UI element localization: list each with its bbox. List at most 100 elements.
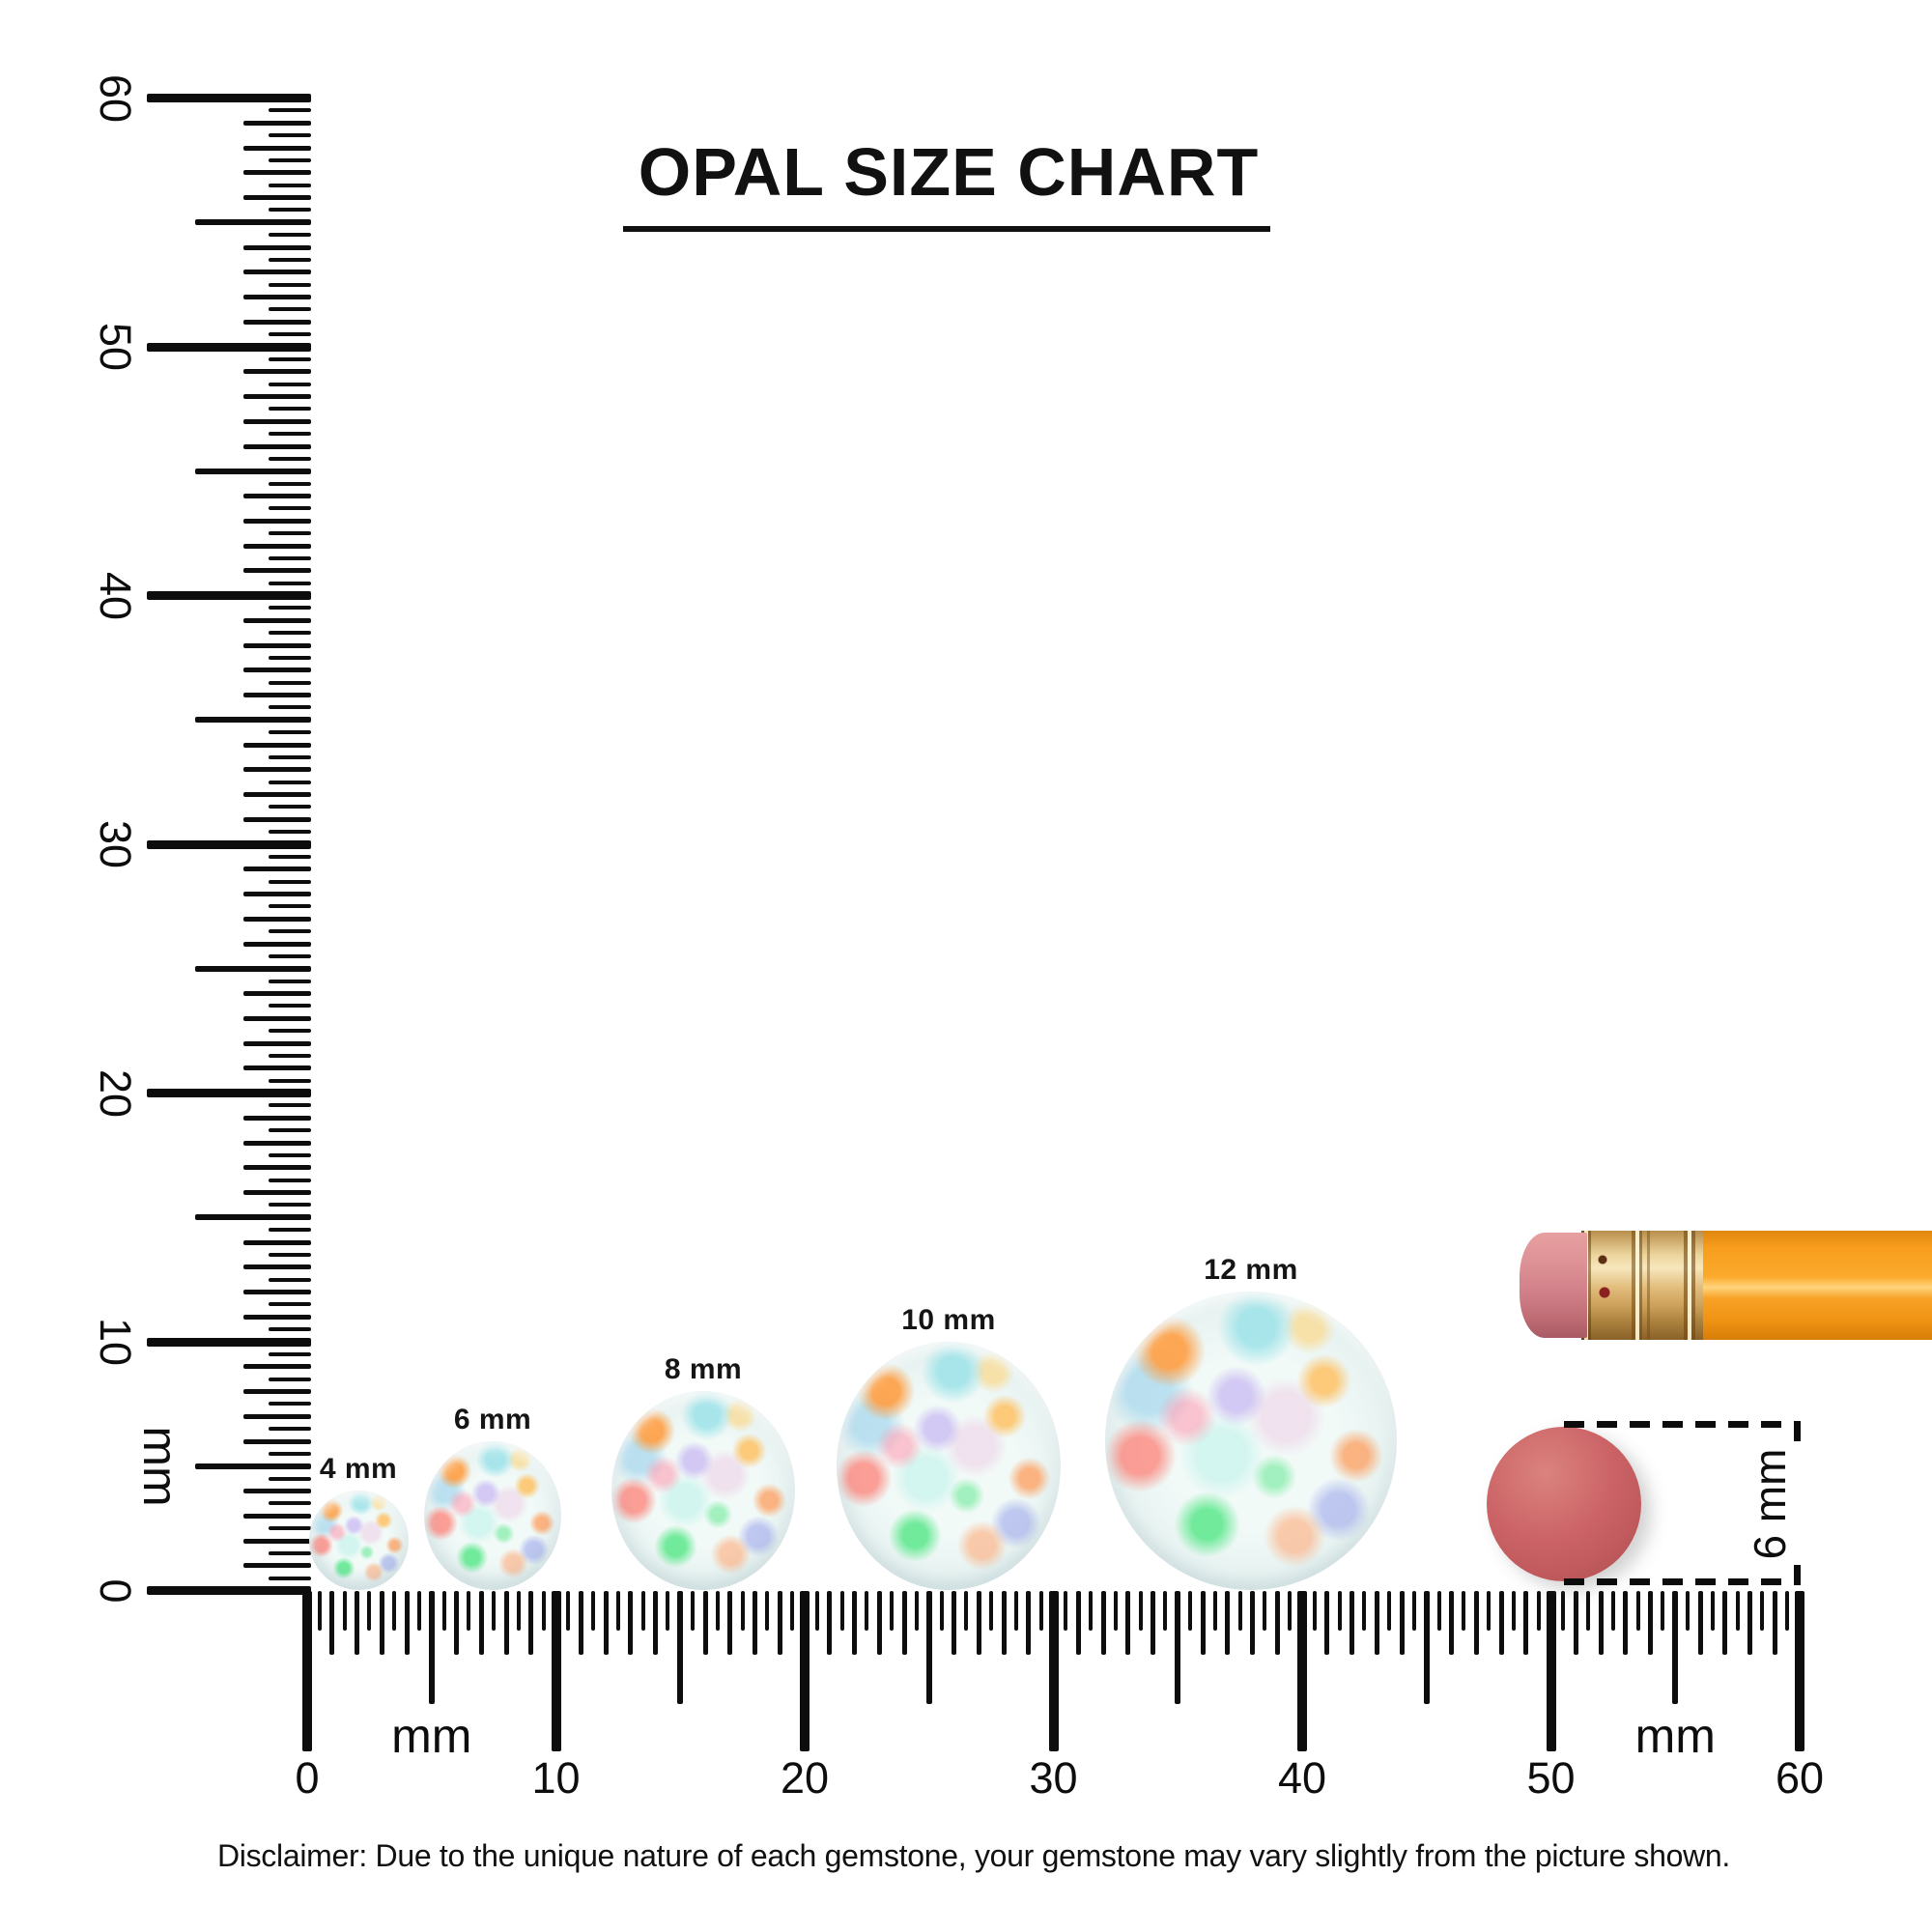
h-minor-tick	[715, 1591, 720, 1631]
h-minor-tick	[1288, 1591, 1293, 1631]
h-minor-tick	[1710, 1591, 1715, 1631]
h-minor-tick	[1250, 1591, 1255, 1655]
v-major-tick	[147, 591, 311, 600]
v-minor-tick	[269, 929, 311, 934]
h-minor-tick	[1722, 1591, 1728, 1655]
h-minor-tick	[640, 1591, 645, 1631]
v-minor-tick	[243, 369, 311, 375]
v-minor-tick	[243, 418, 311, 424]
v-minor-tick	[269, 282, 311, 287]
h-minor-tick	[1212, 1591, 1217, 1631]
v-minor-tick	[243, 1438, 311, 1444]
h-minor-tick	[740, 1591, 745, 1631]
h-minor-tick	[1324, 1591, 1330, 1655]
v-major-tick	[147, 1586, 311, 1595]
h-minor-tick	[653, 1591, 658, 1655]
v-ruler-number: 60	[91, 73, 140, 123]
h-minor-tick	[1735, 1591, 1740, 1631]
v-minor-tick	[269, 1029, 311, 1034]
h-minor-tick	[454, 1591, 459, 1655]
h-minor-tick	[1686, 1591, 1690, 1631]
h-minor-tick	[1523, 1591, 1529, 1655]
h-minor-tick	[1237, 1591, 1242, 1631]
v-minor-tick	[243, 642, 311, 648]
v-minor-tick	[269, 1427, 311, 1432]
h-major-tick	[1048, 1591, 1059, 1751]
disclaimer-text: Disclaimer: Due to the unique nature of …	[216, 1838, 1731, 1873]
h-minor-tick	[428, 1591, 435, 1704]
opal-size-label-12mm: 12 mm	[1204, 1254, 1298, 1286]
opal-gem-6mm	[423, 1440, 562, 1590]
v-minor-tick	[269, 1451, 311, 1456]
v-minor-tick	[243, 617, 311, 623]
h-minor-tick	[404, 1591, 410, 1655]
v-minor-tick	[269, 1526, 311, 1531]
h-ruler-number: 30	[1029, 1753, 1078, 1803]
h-minor-tick	[852, 1591, 857, 1655]
v-minor-tick	[243, 443, 311, 449]
v-minor-tick	[269, 531, 311, 536]
v-minor-tick	[243, 941, 311, 947]
v-minor-tick	[269, 1501, 311, 1506]
v-minor-tick	[269, 382, 311, 386]
h-minor-tick	[492, 1591, 497, 1631]
v-minor-tick	[243, 668, 311, 673]
h-minor-tick	[1473, 1591, 1479, 1655]
v-minor-tick	[269, 979, 311, 983]
h-major-tick	[551, 1591, 561, 1751]
h-minor-tick	[1760, 1591, 1765, 1631]
opal-size-label-10mm: 10 mm	[901, 1303, 996, 1336]
h-minor-tick	[952, 1591, 956, 1655]
v-minor-tick	[269, 133, 311, 138]
h-minor-tick	[925, 1591, 932, 1704]
v-minor-tick	[243, 816, 311, 822]
h-minor-tick	[1772, 1591, 1777, 1655]
v-minor-tick	[269, 1550, 311, 1555]
h-minor-tick	[416, 1591, 421, 1631]
v-major-tick	[147, 94, 311, 102]
v-minor-tick	[269, 1103, 311, 1108]
v-minor-tick	[195, 717, 311, 724]
v-minor-tick	[243, 1264, 311, 1270]
h-minor-tick	[467, 1591, 471, 1631]
v-minor-tick	[243, 742, 311, 748]
v-minor-tick	[269, 854, 311, 859]
dimension-line-top	[1564, 1421, 1801, 1428]
v-major-tick	[147, 342, 311, 352]
v-minor-tick	[269, 555, 311, 560]
h-minor-tick	[777, 1591, 782, 1655]
h-minor-tick	[1598, 1591, 1604, 1655]
v-ruler-number: 50	[91, 322, 140, 372]
h-minor-tick	[1350, 1591, 1354, 1655]
h-minor-tick	[1747, 1591, 1752, 1655]
h-minor-tick	[839, 1591, 844, 1631]
h-minor-tick	[1511, 1591, 1516, 1631]
v-minor-tick	[269, 1078, 311, 1083]
h-minor-tick	[1200, 1591, 1206, 1655]
h-minor-tick	[790, 1591, 795, 1631]
v-minor-tick	[243, 1364, 311, 1370]
v-ruler-number: 30	[91, 819, 140, 869]
v-minor-tick	[243, 1165, 311, 1171]
h-minor-tick	[1387, 1591, 1392, 1631]
h-minor-tick	[1436, 1591, 1441, 1631]
h-minor-tick	[1573, 1591, 1578, 1655]
h-minor-tick	[1001, 1591, 1007, 1655]
h-minor-tick	[1374, 1591, 1379, 1655]
h-minor-tick	[814, 1591, 819, 1631]
v-minor-tick	[269, 332, 311, 337]
v-ruler-number: 20	[91, 1068, 140, 1118]
h-minor-tick	[566, 1591, 571, 1631]
h-ruler-number: 0	[295, 1753, 320, 1803]
v-minor-tick	[243, 518, 311, 524]
h-minor-tick	[1125, 1591, 1131, 1655]
v-minor-tick	[243, 867, 311, 872]
v-ruler-number: 10	[91, 1317, 140, 1367]
v-minor-tick	[243, 394, 311, 399]
h-minor-tick	[329, 1591, 335, 1655]
h-minor-tick	[1536, 1591, 1541, 1631]
v-minor-tick	[269, 904, 311, 909]
h-major-tick	[800, 1591, 810, 1751]
v-minor-tick	[243, 991, 311, 996]
v-minor-tick	[269, 705, 311, 710]
